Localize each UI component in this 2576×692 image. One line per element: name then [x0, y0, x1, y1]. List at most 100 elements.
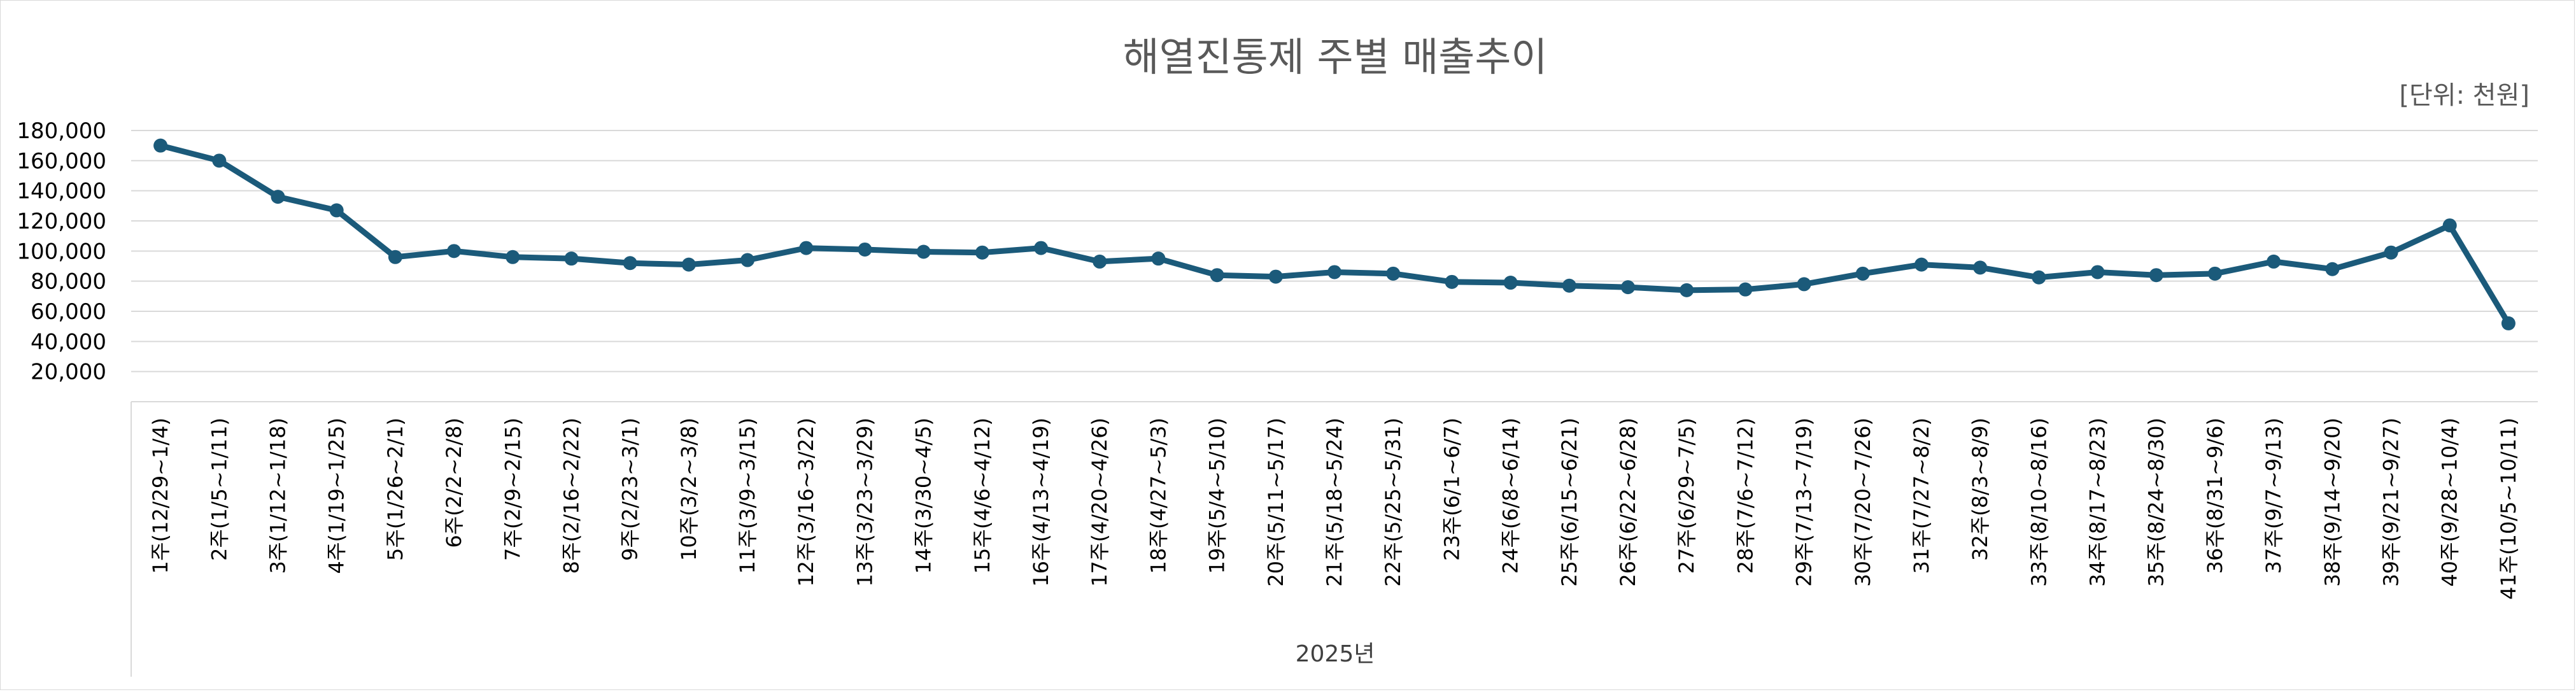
x-tick-label: 15주(4/6~4/12) [970, 418, 994, 574]
y-tick-label: 140,000 [17, 179, 106, 204]
data-point [1327, 265, 1341, 279]
x-tick-label: 41주(10/5~10/11) [2496, 418, 2521, 600]
x-tick-label: 25주(6/15~6/21) [1557, 418, 1582, 587]
series-line-segment [1566, 283, 1631, 290]
data-point [447, 244, 462, 258]
x-tick-label: 11주(3/9~3/15) [735, 418, 760, 574]
data-point [1034, 241, 1049, 255]
data-point [1797, 277, 1811, 292]
gridlines [131, 130, 2538, 372]
data-point [388, 250, 402, 264]
series-line-segment [1977, 264, 2042, 281]
data-point [2501, 316, 2516, 330]
data-point [1445, 274, 1459, 289]
data-point [2090, 265, 2105, 279]
data-point [2267, 254, 2281, 269]
series-line-segment [1860, 262, 1925, 277]
x-tick-label: 40주(9/28~10/4) [2438, 418, 2462, 587]
x-tick-label: 39주(9/21~9/27) [2379, 418, 2403, 587]
series-line-segment [2035, 269, 2101, 281]
series-line-segment [1155, 255, 1221, 278]
x-tick-label: 20주(5/11~5/17) [1264, 418, 1288, 587]
series-line-segment [744, 245, 809, 264]
x-tick-label: 37주(9/7~9/13) [2261, 418, 2286, 574]
x-tick-label: 1주(12/29~1/4) [148, 418, 173, 574]
series-line-segment [157, 143, 222, 164]
x-tick-label: 31주(7/27~8/2) [1909, 418, 1934, 574]
series-line-segment [216, 157, 281, 200]
data-point [1738, 282, 1753, 297]
data-point [2149, 268, 2163, 283]
series-line-segment [392, 248, 457, 260]
data-point [2207, 266, 2222, 281]
series-line-segment [2447, 222, 2512, 327]
series-line-segment [1038, 245, 1103, 265]
data-point [1503, 276, 1518, 290]
data-point [2032, 270, 2046, 285]
series-line-segment [861, 246, 927, 255]
y-axis-ticks: 20,000 40,000 60,000 80,000 100,000 120,000 14… [17, 118, 106, 385]
x-tick-label: 27주(6/29~7/5) [1674, 418, 1699, 574]
x-tick-label: 10주(3/2~3/8) [677, 418, 701, 561]
data-point [1386, 266, 1401, 281]
x-tick-label: 4주(1/19~1/25) [325, 418, 349, 574]
x-tick-label: 9주(2/23~3/1) [618, 418, 642, 561]
series-line-segment [1096, 255, 1161, 265]
series-line-segment [1273, 269, 1338, 280]
x-tick-label: 24주(6/8~6/14) [1499, 418, 1523, 574]
x-tick-label: 26주(6/22~6/28) [1616, 418, 1640, 587]
x-tick-label: 7주(2/9~2/15) [500, 418, 525, 561]
data-point [1093, 254, 1107, 269]
series-line-segment [1625, 284, 1690, 293]
x-tick-label: 32주(8/3~8/9) [1968, 418, 1992, 561]
data-point [1620, 280, 1635, 295]
y-tick-label: 80,000 [31, 269, 106, 295]
x-tick-label: 21주(5/18~5/24) [1322, 418, 1347, 587]
axis-lines [131, 401, 2538, 677]
y-tick-label: 100,000 [17, 239, 106, 264]
x-tick-label: 30주(7/20~7/26) [1851, 418, 1875, 587]
series-line-segment [2153, 271, 2218, 278]
x-axis-ticks: 1주(12/29~1/4) 2주(1/5~1/11) 3주(1/12~1/18) 4주… [148, 418, 2521, 600]
series-line-segment [1448, 279, 1514, 286]
data-point [271, 190, 285, 204]
x-tick-label: 6주(2/2~2/8) [442, 418, 466, 548]
series-line-segment [274, 194, 340, 213]
series-line-segment [1508, 279, 1573, 289]
data-point [1210, 268, 1224, 283]
x-tick-label: 23주(6/1~6/7) [1440, 418, 1464, 561]
data-point [506, 250, 520, 264]
series-line-segment [568, 255, 633, 266]
x-tick-label: 5주(1/26~2/1) [383, 418, 407, 561]
x-tick-label: 14주(3/30~4/5) [912, 418, 936, 574]
series-line-segment [2329, 250, 2395, 272]
data-point [623, 256, 637, 271]
x-tick-label: 28주(7/6~7/12) [1733, 418, 1757, 574]
data-point [681, 257, 696, 272]
series-line-segment [1742, 281, 1808, 293]
y-tick-label: 60,000 [31, 299, 106, 325]
x-tick-label: 12주(3/16~3/22) [794, 418, 818, 587]
x-tick-label: 8주(2/16~2/22) [559, 418, 583, 574]
unit-note: [단위: 천원] [2399, 81, 2530, 110]
series-line-layer [157, 143, 2512, 327]
x-tick-label: 17주(4/20~4/26) [1087, 418, 1112, 587]
series-line-segment [803, 245, 868, 253]
x-tick-label: 13주(3/23~3/29) [853, 418, 877, 587]
series-line-segment [979, 245, 1044, 256]
data-point [916, 244, 931, 259]
x-tick-label: 33주(8/10~8/16) [2027, 418, 2051, 587]
series-line-segment [334, 207, 399, 260]
data-point [1973, 260, 1988, 275]
series-line-segment [627, 260, 692, 268]
series-line-segment [1331, 269, 1396, 277]
series-line-segment [1214, 272, 1279, 280]
series-line-segment [509, 254, 574, 262]
series-line-segment [1918, 262, 1983, 271]
series-points-layer [153, 138, 2516, 330]
y-tick-label: 20,000 [31, 360, 106, 385]
data-point [2442, 218, 2457, 233]
data-point [564, 251, 579, 266]
